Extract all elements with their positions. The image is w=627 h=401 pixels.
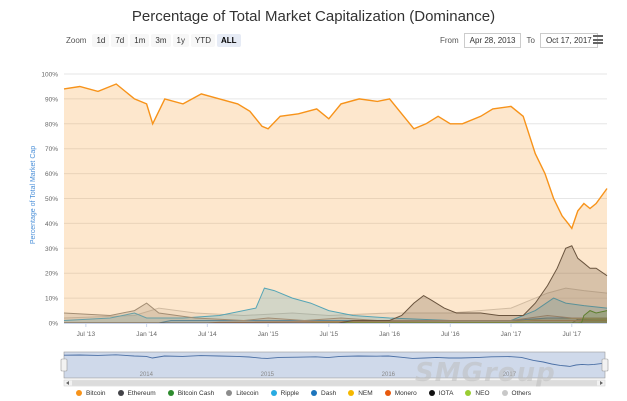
series-area-ripple <box>64 288 607 323</box>
legend-marker-icon <box>311 390 318 396</box>
navigator-tick-label: 2015 <box>261 372 275 378</box>
series-area-others <box>64 288 607 323</box>
zoom-label: Zoom <box>66 35 87 45</box>
legend-label: IOTA <box>438 389 454 397</box>
legend-label: Monero <box>394 389 417 397</box>
legend-item-nem[interactable]: NEM <box>348 389 373 397</box>
y-tick-label: 10% <box>45 296 58 303</box>
x-tick-label: Jul '16 <box>441 331 460 338</box>
to-date-input[interactable]: Oct 17, 2017 <box>539 33 598 48</box>
series-area-bitcoin <box>64 84 607 323</box>
y-tick-label: 20% <box>45 271 58 278</box>
legend: Bitcoin Ethereum Bitcoin Cash Litecoin Rippl… <box>76 387 543 399</box>
y-tick-label: 100% <box>41 72 58 79</box>
legend-marker-icon <box>270 390 277 396</box>
series-line-litecoin[interactable] <box>63 302 607 322</box>
y-tick-label: 90% <box>45 96 58 103</box>
legend-item-bitcoin[interactable]: Bitcoin <box>76 390 106 397</box>
zoom-button-3m[interactable]: 3m <box>151 33 171 47</box>
navigator-series <box>63 354 606 367</box>
x-tick-label: Jul '13 <box>77 331 96 338</box>
date-range: From Apr 28, 2013 To Oct 17, 2017 <box>440 33 598 48</box>
y-tick-label: 70% <box>45 146 58 153</box>
zoom-button-1m[interactable]: 1m <box>130 33 150 47</box>
x-tick-label: Jan '14 <box>136 331 157 338</box>
navigator-tick-label: 2014 <box>140 372 154 378</box>
zoom-button-1y[interactable]: 1y <box>172 33 189 47</box>
y-tick-label: 0% <box>49 321 59 328</box>
watermark: SMGroup <box>415 358 556 388</box>
legend-marker-icon <box>348 390 355 396</box>
y-tick-label: 50% <box>45 196 58 203</box>
series-line-ethereum[interactable] <box>64 245 608 324</box>
chart-title: Percentage of Total Market Capitalizatio… <box>131 8 496 25</box>
series-line-ripple[interactable] <box>63 287 608 321</box>
navigator-mask <box>63 351 606 379</box>
legend-label: Ripple <box>280 389 300 397</box>
legend-item-monero[interactable]: Monero <box>384 389 417 397</box>
legend-label: Bitcoin Cash <box>177 389 215 397</box>
scrollbar-thumb[interactable] <box>72 380 597 386</box>
zoom-button-1d[interactable]: 1d <box>92 33 110 47</box>
zoom-button-ytd[interactable]: YTD <box>190 33 215 47</box>
legend-label: Litecoin <box>236 389 259 397</box>
from-date-input[interactable]: Apr 28, 2013 <box>463 33 522 48</box>
x-tick-label: Jul '15 <box>320 331 339 338</box>
x-tick-label: Jul '14 <box>198 331 217 338</box>
legend-marker-icon <box>226 390 233 396</box>
x-tick-label: Jul '17 <box>562 331 581 338</box>
from-label: From <box>440 36 459 45</box>
legend-marker-icon <box>428 390 435 396</box>
legend-label: Dash <box>321 389 337 397</box>
navigator[interactable]: 2014 2015 2016 2017 <box>60 351 609 387</box>
legend-label: NEO <box>475 389 490 397</box>
series-area-litecoin <box>64 303 607 323</box>
legend-item-ethereum[interactable]: Ethereum <box>117 389 156 397</box>
y-tick-label: 60% <box>45 171 58 178</box>
legend-item-dash[interactable]: Dash <box>311 390 336 397</box>
y-tick-label: 80% <box>45 121 58 128</box>
zoom-button-7d[interactable]: 7d <box>111 33 129 47</box>
navigator-handle-right[interactable] <box>601 358 609 372</box>
y-axis-label: Percentage of Total Market Cap <box>30 146 37 244</box>
y-axis: 0% 10% 20% 30% 40% 50% 60% 70% 80% 90% 100% <box>41 72 58 328</box>
legend-marker-icon <box>384 390 391 396</box>
series-area-ethereum <box>64 245 607 323</box>
y-tick-label: 30% <box>45 246 58 253</box>
legend-item-ripple[interactable]: Ripple <box>270 389 300 397</box>
legend-item-neo[interactable]: NEO <box>465 389 490 397</box>
x-tick-label: Jan '17 <box>501 331 522 338</box>
legend-marker-icon <box>167 390 174 396</box>
hamburger-menu-icon[interactable] <box>593 35 603 44</box>
zoom-button-all[interactable]: ALL <box>216 33 241 47</box>
legend-item-litecoin[interactable]: Litecoin <box>226 389 259 397</box>
y-tick-label: 40% <box>45 221 58 228</box>
navigator-handle-left[interactable] <box>60 358 68 372</box>
series-line-bitcoin[interactable] <box>63 83 608 230</box>
legend-marker-icon <box>76 390 82 396</box>
x-tick-label: Jan '16 <box>379 331 400 338</box>
series-areas <box>63 83 608 324</box>
navigator-tick-label: 2017 <box>503 372 517 378</box>
legend-label: Others <box>511 389 532 397</box>
scroll-right-icon[interactable] <box>600 381 603 385</box>
zoom-controls: Zoom 1d 7d 1m 3m 1y YTD ALL <box>66 33 241 47</box>
scroll-left-icon[interactable] <box>66 381 69 385</box>
series-line-others[interactable] <box>63 287 608 319</box>
navigator-tick-label: 2016 <box>382 372 396 378</box>
legend-marker-icon <box>465 390 472 396</box>
legend-marker-icon <box>501 390 508 396</box>
legend-item-others[interactable]: Others <box>501 389 532 397</box>
legend-item-iota[interactable]: IOTA <box>428 389 454 397</box>
to-label: To <box>526 36 535 45</box>
legend-item-bitcoin-cash[interactable]: Bitcoin Cash <box>167 389 215 397</box>
x-tick-label: Jan '15 <box>258 331 279 338</box>
x-axis: Jul '13 Jan '14 Jul '14 Jan '15 Jul '15 Jan '… <box>64 323 607 338</box>
legend-label: Ethereum <box>127 389 156 397</box>
legend-marker-icon <box>117 390 124 396</box>
legend-label: NEM <box>358 389 373 397</box>
legend-label: Bitcoin <box>86 389 106 397</box>
